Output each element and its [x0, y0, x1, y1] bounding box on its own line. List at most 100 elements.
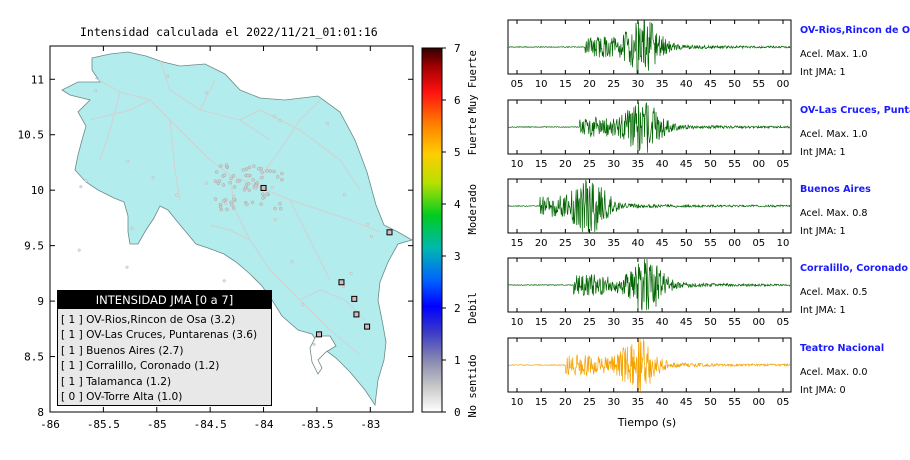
city-dot	[222, 279, 226, 283]
map-y-tick-label: 10	[31, 184, 44, 197]
intensity-legend: INTENSIDAD JMA [0 a 7] [ 1 ] OV-Rios,Rin…	[57, 290, 272, 406]
time-tick-label: 05	[511, 79, 524, 90]
time-tick-label: 55	[704, 238, 717, 249]
time-tick-label: 45	[656, 238, 669, 249]
colorbar-ticks: 0 1 2 3 4 5 6 7	[442, 42, 461, 419]
colorbar-category-label: Muy Fuerte	[467, 50, 479, 113]
intensity-colorbar	[421, 47, 443, 413]
city-dot	[232, 194, 236, 198]
map-y-tick-label: 9.5	[24, 240, 44, 253]
time-axis-label: Tiempo (s)	[617, 416, 676, 429]
time-tick-label: 20	[559, 397, 572, 408]
time-tick-label: 00	[728, 238, 741, 249]
time-tick-label: 15	[511, 238, 524, 249]
city-dot	[280, 171, 284, 176]
time-tick-label: 05	[777, 159, 790, 170]
city-dot	[219, 207, 223, 212]
city-dot	[349, 271, 353, 275]
city-dot	[228, 181, 232, 185]
station-marker	[386, 229, 393, 236]
city-dot	[231, 206, 236, 210]
city-dot	[254, 184, 258, 188]
city-dot	[254, 187, 258, 191]
legend-entry: [ 0 ] OV-Torre Alta (1.0)	[61, 391, 183, 404]
waveform-trace	[508, 179, 791, 233]
city-dot	[325, 122, 329, 126]
time-tick-label: 45	[680, 397, 693, 408]
map-x-tick-label: -85.5	[87, 418, 120, 431]
time-tick-label: 15	[535, 159, 548, 170]
time-tick-label: 45	[680, 159, 693, 170]
colorbar-tick-label: 1	[454, 354, 461, 367]
time-tick-label: 15	[535, 317, 548, 328]
city-dot	[175, 193, 179, 197]
city-dot	[342, 285, 346, 289]
time-tick-label: 35	[632, 397, 645, 408]
map-x-tick-label: -83	[360, 418, 380, 431]
time-tick-label: 05	[777, 397, 790, 408]
city-dot	[265, 169, 269, 173]
legend-entry: [ 1 ] Corralillo, Coronado (1.2)	[61, 360, 220, 373]
colorbar-tick-label: 4	[454, 198, 461, 211]
city-dot	[126, 159, 130, 163]
time-tick-label: 30	[632, 79, 645, 90]
time-tick-label: 20	[559, 317, 572, 328]
time-tick-label: 05	[752, 238, 765, 249]
time-tick-label: 15	[559, 79, 572, 90]
time-tick-label: 40	[656, 397, 669, 408]
city-dot	[225, 207, 229, 212]
city-dot	[217, 179, 222, 183]
city-dot	[204, 91, 208, 95]
city-dot	[166, 74, 170, 78]
city-dot	[224, 201, 228, 205]
time-tick-label: 40	[680, 79, 693, 90]
time-tick-label: 10	[535, 79, 548, 90]
costa-rica-land	[61, 51, 414, 407]
time-tick-label: 40	[632, 238, 645, 249]
city-dot	[215, 170, 219, 174]
city-dot	[270, 185, 274, 189]
city-dot	[365, 222, 369, 226]
seismogram-panel: 10 15 20 25 30 35 40 45 50 55 00 05 Teatro Nacional A…	[507, 337, 884, 408]
station-annotation: Int JMA: 1	[800, 67, 846, 78]
time-tick-label: 40	[656, 159, 669, 170]
time-tick-label: 50	[728, 79, 741, 90]
waveform-trace	[508, 258, 791, 311]
station-annotation: Int JMA: 0	[800, 385, 846, 396]
city-dot	[229, 176, 233, 181]
station-annotation: Acel. Max. 1.0	[800, 129, 868, 140]
station-title: Teatro Nacional	[800, 343, 884, 354]
city-dot	[247, 165, 252, 170]
map-title: Intensidad calculada el 2022/11/21_01:01…	[80, 25, 378, 39]
time-tick-label: 00	[777, 79, 790, 90]
city-dot	[272, 114, 276, 118]
station-marker	[353, 311, 360, 318]
time-tick-label: 45	[680, 317, 693, 328]
seismogram-panel: 10 15 20 25 30 35 40 45 50 55 00 05 Corralillo, Coro…	[507, 257, 908, 328]
station-annotation: Acel. Max. 0.8	[800, 208, 868, 219]
map-y-tick-label: 9	[37, 295, 44, 308]
city-dot	[245, 202, 249, 206]
time-tick-label: 10	[511, 317, 524, 328]
time-tick-label: 10	[511, 397, 524, 408]
city-dot	[250, 200, 255, 205]
time-tick-label: 35	[632, 317, 645, 328]
map-x-tick-label: -85	[147, 418, 167, 431]
city-dot	[259, 202, 263, 206]
time-tick-label: 50	[704, 317, 717, 328]
city-dot	[222, 198, 226, 203]
city-dot	[224, 163, 229, 167]
city-dot	[262, 194, 267, 199]
time-tick-label: 30	[607, 317, 620, 328]
city-dot	[231, 173, 236, 178]
city-dot	[235, 179, 240, 183]
station-marker	[338, 279, 345, 286]
time-tick-label: 55	[728, 159, 741, 170]
city-dot	[94, 89, 98, 93]
map-x-tick-label: -83.5	[300, 418, 333, 431]
city-dot	[241, 168, 245, 172]
time-tick-label: 35	[607, 238, 620, 249]
city-dot	[213, 197, 218, 201]
time-tick-label: 10	[777, 238, 790, 249]
